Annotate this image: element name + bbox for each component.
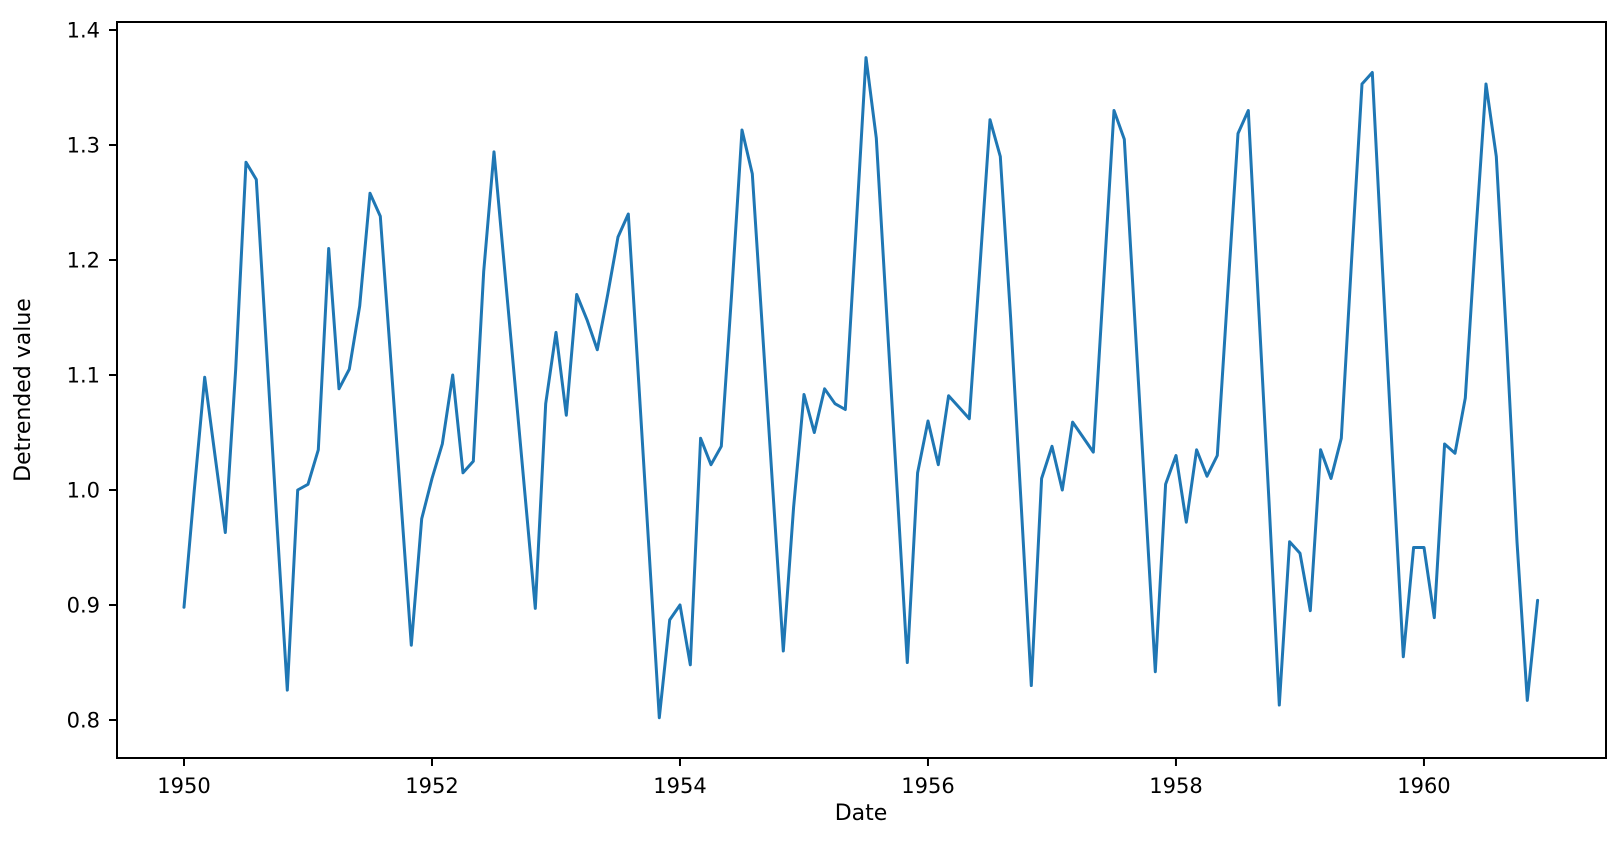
y-axis-ticks: 0.8 0.9 1.0 1.1 1.2 1.3 1.4 (67, 19, 117, 733)
x-axis-ticks: 1950 1952 1954 1956 1958 1960 (157, 758, 1451, 798)
data-line-series (182, 56, 1540, 720)
x-tick-label: 1960 (1397, 774, 1450, 798)
y-tick-label: 1.1 (67, 364, 100, 388)
y-tick-label: 1.3 (67, 134, 100, 158)
y-tick-label: 1.2 (67, 249, 100, 273)
x-axis-label: Date (835, 801, 888, 826)
y-tick-label: 0.9 (67, 594, 100, 618)
x-tick-label: 1956 (901, 774, 954, 798)
axes-spines (116, 21, 1607, 759)
x-tick-label: 1954 (653, 774, 706, 798)
y-tick-label: 1.0 (67, 479, 100, 503)
x-tick-label: 1952 (405, 774, 458, 798)
x-tick-label: 1958 (1149, 774, 1202, 798)
y-axis-label: Detrended value (11, 298, 36, 482)
x-tick-label: 1950 (157, 774, 210, 798)
y-tick-label: 1.4 (67, 19, 100, 43)
y-tick-label: 0.8 (67, 709, 100, 733)
